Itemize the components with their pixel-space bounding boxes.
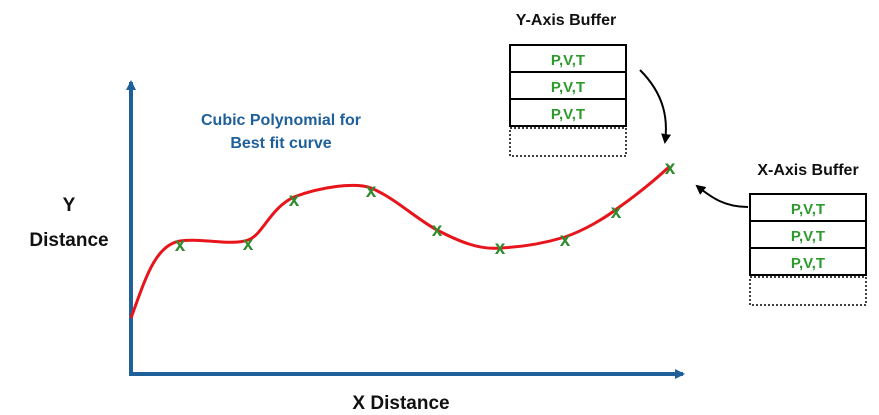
curve-caption-line1: Cubic Polynomial for bbox=[201, 112, 361, 129]
data-point-marker: x bbox=[611, 202, 622, 223]
y-axis-buffer: Y-Axis Buffer P,V,T P,V,T P,V,T bbox=[510, 12, 626, 156]
x-axis-buffer: X-Axis Buffer P,V,T P,V,T P,V,T bbox=[750, 162, 866, 305]
x-axis-label: X Distance bbox=[352, 393, 449, 414]
x-buffer-entry: P,V,T bbox=[791, 228, 825, 245]
data-point-marker: x bbox=[560, 230, 571, 251]
data-point-marker: x bbox=[665, 158, 676, 179]
y-buffer-entry: P,V,T bbox=[551, 52, 585, 69]
x-buffer-entry: P,V,T bbox=[791, 201, 825, 218]
curve-caption-line2: Best fit curve bbox=[230, 135, 331, 152]
data-point-marker: x bbox=[243, 234, 254, 255]
y-axis-label-line1: Y bbox=[63, 195, 76, 216]
data-point-marker: x bbox=[432, 220, 443, 241]
y-buffer-entry: P,V,T bbox=[551, 106, 585, 123]
best-fit-curve bbox=[131, 166, 670, 318]
data-point-marker: x bbox=[366, 181, 377, 202]
data-points: x x x x x x x x x bbox=[175, 158, 676, 259]
x-buffer-title: X-Axis Buffer bbox=[757, 162, 858, 179]
y-buffer-entry: P,V,T bbox=[551, 79, 585, 96]
y-axis-label-line2: Distance bbox=[29, 230, 108, 251]
data-point-marker: x bbox=[289, 190, 300, 211]
y-buffer-title: Y-Axis Buffer bbox=[516, 12, 616, 29]
data-point-marker: x bbox=[175, 235, 186, 256]
x-buffer-empty-slot bbox=[750, 277, 866, 305]
y-buffer-arrow bbox=[640, 70, 666, 142]
data-point-marker: x bbox=[495, 238, 506, 259]
x-buffer-entry: P,V,T bbox=[791, 255, 825, 272]
x-buffer-arrow bbox=[697, 186, 748, 207]
y-buffer-empty-slot bbox=[510, 128, 626, 156]
